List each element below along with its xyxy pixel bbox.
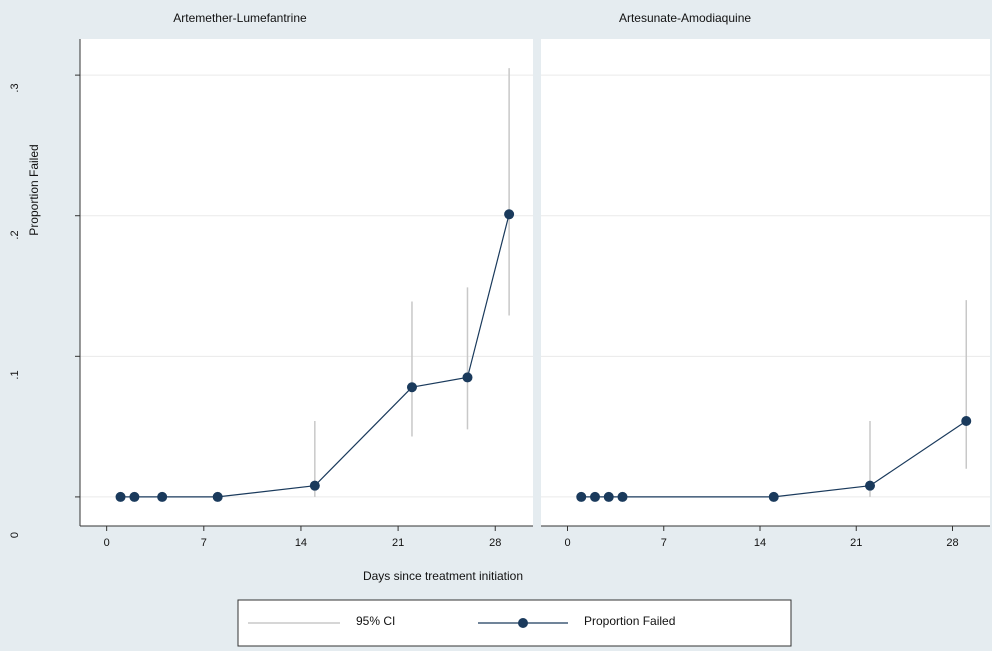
y-tick-label-2: .2: [9, 230, 21, 239]
panel-2-title: Artesunate-Amodiaquine: [619, 11, 751, 25]
legend-ci-label: 95% CI: [356, 614, 395, 628]
y-tick-label-3: .3: [9, 83, 21, 92]
y-axis-label: Proportion Failed: [27, 144, 41, 235]
panel-1-x-tick-label-3: 21: [392, 537, 404, 549]
legend-proportion-label: Proportion Failed: [584, 614, 675, 628]
panel-1-header: [80, 7, 533, 39]
panel-1-title: Artemether-Lumefantrine: [173, 11, 307, 25]
y-tick-label-1: .1: [9, 370, 21, 379]
panel-2-x-tick-label-2: 14: [754, 537, 766, 549]
panel-2-marks: [576, 300, 972, 502]
panel-2-point-0: [576, 491, 587, 502]
panel-2-x-tick-label-1: 7: [661, 537, 667, 549]
panel-2-point-3: [617, 491, 628, 502]
panel-1-marks: [115, 68, 515, 502]
panel-1-point-3: [212, 491, 223, 502]
panel-2-x-ticks: 0 7 14 21 28: [564, 526, 959, 549]
panel-1-x-tick-label-4: 28: [489, 537, 501, 549]
x-axis-label: Days since treatment initiation: [363, 569, 523, 583]
panel-1-x-ticks: 0 7 14 21 28: [104, 526, 501, 549]
panel-1-point-1: [129, 491, 140, 502]
panel-1-x-tick-label-0: 0: [104, 537, 110, 549]
panel-1-point-4: [309, 480, 320, 491]
panel-2-x-tick-label-3: 21: [850, 537, 862, 549]
panel-1-x-tick-label-2: 14: [295, 537, 307, 549]
y-ticks: 0 .1 .2 .3: [9, 74, 80, 538]
panel-2-header: [541, 7, 990, 39]
panel-1-point-7: [504, 209, 515, 220]
panel-1-point-2: [157, 491, 168, 502]
panel-2-plot-area: [541, 39, 990, 526]
panel-2-x-tick-label-0: 0: [564, 537, 570, 549]
panel-1-point-5: [406, 382, 417, 393]
panel-1-x-tick-label-1: 7: [201, 537, 207, 549]
panel-1-plot-area: [80, 39, 533, 526]
y-tick-label-0: 0: [9, 532, 21, 538]
panel-2-point-1: [590, 491, 600, 502]
panel-1-point-0: [115, 491, 126, 502]
legend-proportion-swatch-marker: [518, 618, 528, 628]
panel-2-point-6: [961, 415, 972, 426]
panel-2-x-tick-label-4: 28: [946, 537, 958, 549]
panel-2-point-5: [865, 480, 875, 491]
panel-2-point-2: [603, 491, 614, 502]
panel-2-point-4: [768, 491, 779, 502]
panel-1-point-6: [462, 372, 473, 383]
